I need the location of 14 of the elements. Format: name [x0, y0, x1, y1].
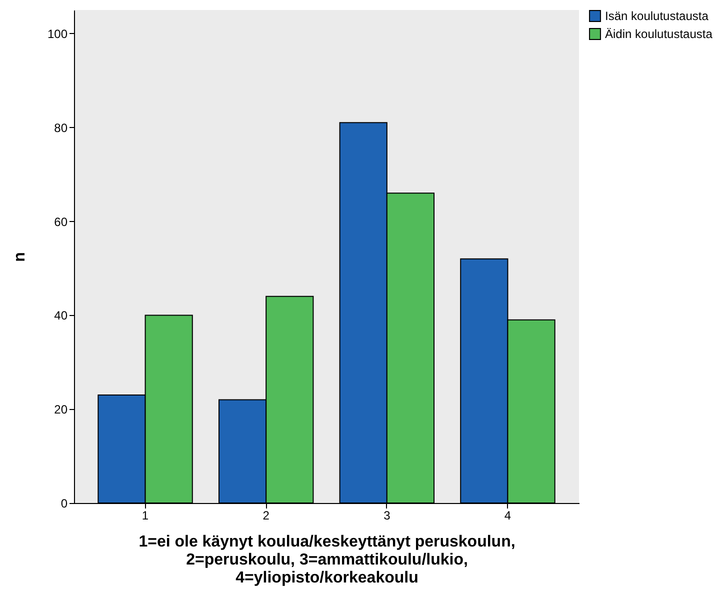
legend-label: Isän koulutustausta: [605, 9, 709, 23]
y-tick-label: 100: [47, 26, 68, 41]
y-tick-label: 0: [60, 496, 68, 510]
x-axis-title: 1=ei ole käynyt koulua/keskeyttänyt peruskoulun, 2=peruskoulu, 3=ammattikoulu/lukio, 4=yliopisto/korkeakoulu: [138, 534, 516, 586]
y-tick-label: 20: [54, 402, 68, 417]
y-axis-title: n: [11, 252, 28, 262]
x-tick-label: 3: [384, 508, 391, 522]
x-tick-label: 2: [262, 508, 270, 522]
y-tick-label: 80: [54, 120, 68, 135]
x-tick-label: 4: [504, 508, 512, 522]
y-tick-label: 40: [54, 308, 68, 323]
legend-label: Äidin koulutustausta: [605, 27, 713, 41]
y-tick-label: 60: [54, 214, 68, 229]
x-tick-label: 1: [142, 508, 149, 522]
